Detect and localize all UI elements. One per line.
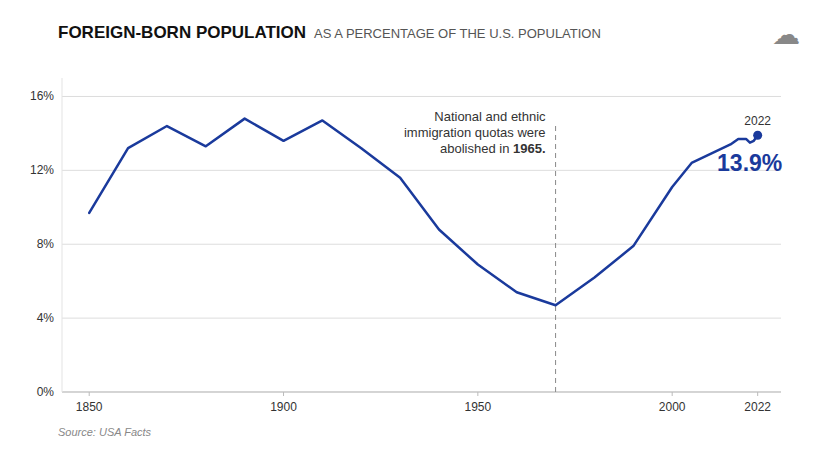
plot-area (89, 119, 762, 392)
title-group: FOREIGN-BORN POPULATION AS A PERCENTAGE O… (58, 23, 601, 42)
x-tick (672, 392, 673, 396)
y-axis-line (62, 78, 63, 392)
x-tick-label: 2000 (659, 400, 686, 414)
y-tick-label: 4% (37, 311, 55, 325)
x-tick-label: 1850 (76, 400, 103, 414)
y-tick-label: 0% (37, 385, 55, 399)
annotation-bold: 1965. (513, 141, 546, 156)
annotation: National and ethnicimmigration quotas we… (404, 109, 546, 156)
highlight-value-label: 13.9% (717, 150, 782, 176)
reference-line (555, 125, 556, 392)
x-tick (89, 392, 90, 396)
grid-line (62, 318, 781, 319)
x-tick (477, 392, 478, 396)
x-tick (757, 392, 758, 396)
annotation-line: abolished in (440, 141, 513, 156)
highlight-year-label: 2022 (744, 114, 771, 128)
x-axis-line (62, 392, 781, 393)
highlight-point (753, 131, 762, 140)
y-tick-label: 8% (37, 237, 55, 251)
x-tick-label: 1900 (270, 400, 297, 414)
subtitle: AS A PERCENTAGE OF THE U.S. POPULATION (314, 26, 601, 41)
grid-line (62, 244, 781, 245)
annotation-line: immigration quotas were (404, 125, 546, 140)
chart: FOREIGN-BORN POPULATION AS A PERCENTAGE O… (0, 0, 821, 451)
grid-line (62, 170, 781, 171)
x-tick-label: 2022 (744, 400, 771, 414)
y-tick-label: 16% (30, 89, 54, 103)
grid (62, 96, 781, 392)
line (89, 119, 757, 306)
icon: ☁ (772, 18, 800, 51)
annotation-line: National and ethnic (434, 109, 546, 124)
x-tick (283, 392, 284, 396)
title: FOREIGN-BORN POPULATION (58, 23, 306, 42)
x-tick-label: 1950 (465, 400, 492, 414)
y-tick-label: 12% (30, 163, 54, 177)
source: Source: USA Facts (58, 426, 152, 438)
chart-container: FOREIGN-BORN POPULATION AS A PERCENTAGE O… (0, 0, 821, 451)
grid-line (62, 392, 781, 393)
grid-line (62, 96, 781, 97)
